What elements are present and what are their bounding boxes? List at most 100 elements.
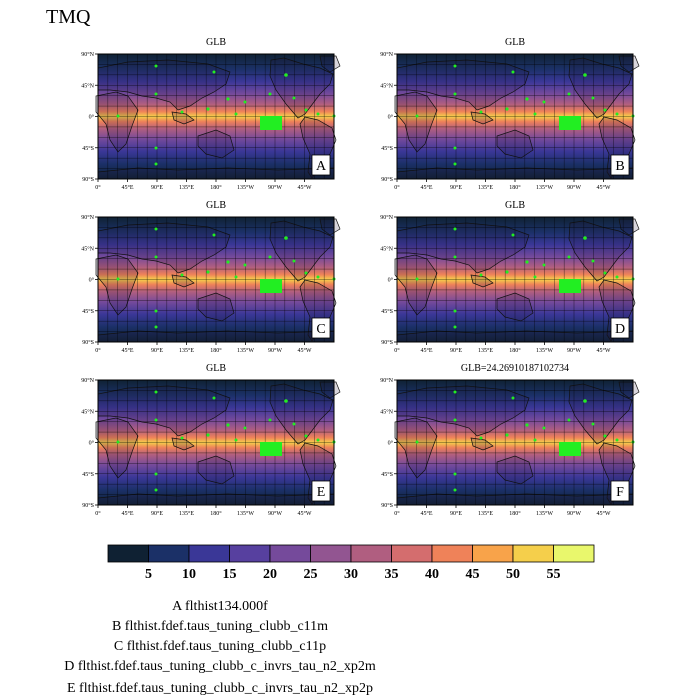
panel-label-box [311,480,331,502]
lon-tick-label: 180° [509,184,521,191]
lat-tick-label: 90°S [82,339,94,346]
case-line-b: B flthist.fdef.taus_tuning_clubb_c11m [0,619,440,635]
lon-tick-label: 90°E [450,347,462,354]
lat-tick-label: 0° [89,440,95,447]
colorbar-box [229,544,271,563]
case-line-d: D flthist.fdef.taus_tuning_clubb_c_invrs… [0,659,440,675]
lat-tick-label: 90°N [380,51,393,58]
panel-label-box [610,154,630,176]
lat-tick-label: 45°S [82,308,94,315]
lon-tick-label: 90°W [567,184,581,191]
lon-tick-label: 90°W [268,510,282,517]
lat-tick-label: 90°S [82,176,94,183]
lat-tick-label: 0° [388,277,394,284]
lat-tick-label: 45°N [380,82,393,89]
lon-tick-label: 90°W [567,510,581,517]
lon-tick-label: 180° [509,510,521,517]
lon-tick-label: 135°E [478,510,493,517]
colorbar-label: 30 [344,567,358,582]
lon-tick-label: 0° [95,347,101,354]
figure-title: TMQ [46,6,91,28]
lon-tick-label: 45°W [297,184,311,191]
colorbar-box [431,544,473,563]
panel-label-box [610,480,630,502]
lon-tick-label: 45°W [596,184,610,191]
case-name: flthist.fdef.taus_tuning_clubb_c11p [126,639,327,654]
lon-tick-label: 135°W [237,510,254,517]
case-line-a: A flthist134.000f [0,599,440,615]
panel-header: GLB [206,363,226,374]
colorbar-box [391,544,433,563]
grid-lines [397,380,633,505]
panel-header: GLB [505,37,525,48]
panel-label: A [316,159,327,174]
lon-tick-label: 90°E [151,510,163,517]
colorbar-box [350,544,392,563]
colorbar-label: 20 [263,567,277,582]
lat-tick-label: 45°N [380,408,393,415]
colorbar-box [107,544,149,563]
lon-tick-label: 90°W [567,347,581,354]
lon-tick-label: 0° [394,184,400,191]
lon-tick-label: 135°E [179,347,194,354]
lat-tick-label: 0° [89,277,95,284]
lon-tick-label: 135°W [536,347,553,354]
colorbar-label: 55 [547,567,561,582]
lon-tick-label: 0° [95,510,101,517]
colorbar-box [512,544,554,563]
colorbar-label: 40 [425,567,439,582]
lon-tick-label: 45°E [420,347,432,354]
lat-tick-label: 0° [388,440,394,447]
case-name: flthist.fdef.taus_tuning_clubb_c_invrs_t… [79,681,374,696]
lon-tick-label: 45°E [121,510,133,517]
lat-tick-label: 90°S [82,502,94,509]
lon-tick-label: 90°W [268,184,282,191]
lat-tick-label: 90°S [381,339,393,346]
lon-tick-label: 135°E [478,347,493,354]
panel-label: B [615,159,624,174]
lon-tick-label: 45°E [121,184,133,191]
panel-label-box [311,154,331,176]
map-panel-f: GLB=24.26910187102734 F 90°N 45°N 0° 45°S 90°S… [380,363,640,517]
colorbar-box [310,544,352,563]
case-label: D [64,659,75,674]
colorbar-box [269,544,311,563]
lat-tick-label: 90°N [380,377,393,384]
lon-tick-label: 45°W [297,510,311,517]
lat-tick-label: 45°N [380,245,393,252]
lon-tick-label: 135°E [478,184,493,191]
panel-header: GLB [206,200,226,211]
lat-tick-label: 45°N [81,408,94,415]
case-name: flthist.fdef.taus_tuning_clubb_c_invrs_t… [77,659,376,674]
lat-tick-label: 90°N [81,214,94,221]
lon-tick-label: 135°W [536,510,553,517]
lat-tick-label: 45°N [81,82,94,89]
lon-tick-label: 90°E [151,184,163,191]
colorbar-box [148,544,190,563]
case-name: flthist134.000f [185,599,268,614]
lat-tick-label: 0° [388,114,394,121]
lat-tick-label: 90°N [380,214,393,221]
lon-tick-label: 90°E [151,347,163,354]
colorbar-label: 15 [223,567,237,582]
lat-tick-label: 45°S [381,145,393,152]
lon-tick-label: 135°E [179,184,194,191]
lat-tick-label: 45°S [381,308,393,315]
colorbar-label: 5 [145,567,152,582]
lat-tick-label: 90°N [81,51,94,58]
grid-lines [397,54,633,179]
lat-tick-label: 90°S [381,502,393,509]
panel-label: F [616,485,624,500]
case-line-e: E flthist.fdef.taus_tuning_clubb_c_invrs… [0,681,440,697]
lon-tick-label: 45°E [420,510,432,517]
panel-label-box [610,317,630,339]
panel-header: GLB=24.26910187102734 [461,363,569,374]
lon-tick-label: 0° [394,347,400,354]
